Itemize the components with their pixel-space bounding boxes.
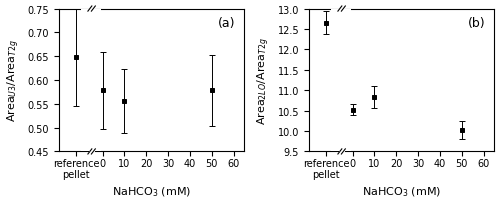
X-axis label: NaHCO$_3$ (mM): NaHCO$_3$ (mM) (362, 185, 441, 198)
Bar (330, 10, 351, 152)
Text: (a): (a) (218, 17, 235, 30)
Bar (80, 10, 102, 152)
Y-axis label: Area$_{2LO}$/Area$_{T2g}$: Area$_{2LO}$/Area$_{T2g}$ (256, 37, 272, 124)
Text: (b): (b) (468, 17, 485, 30)
X-axis label: NaHCO$_3$ (mM): NaHCO$_3$ (mM) (112, 185, 191, 198)
Y-axis label: Area$_{U3}$/Area$_{T2g}$: Area$_{U3}$/Area$_{T2g}$ (6, 39, 22, 122)
